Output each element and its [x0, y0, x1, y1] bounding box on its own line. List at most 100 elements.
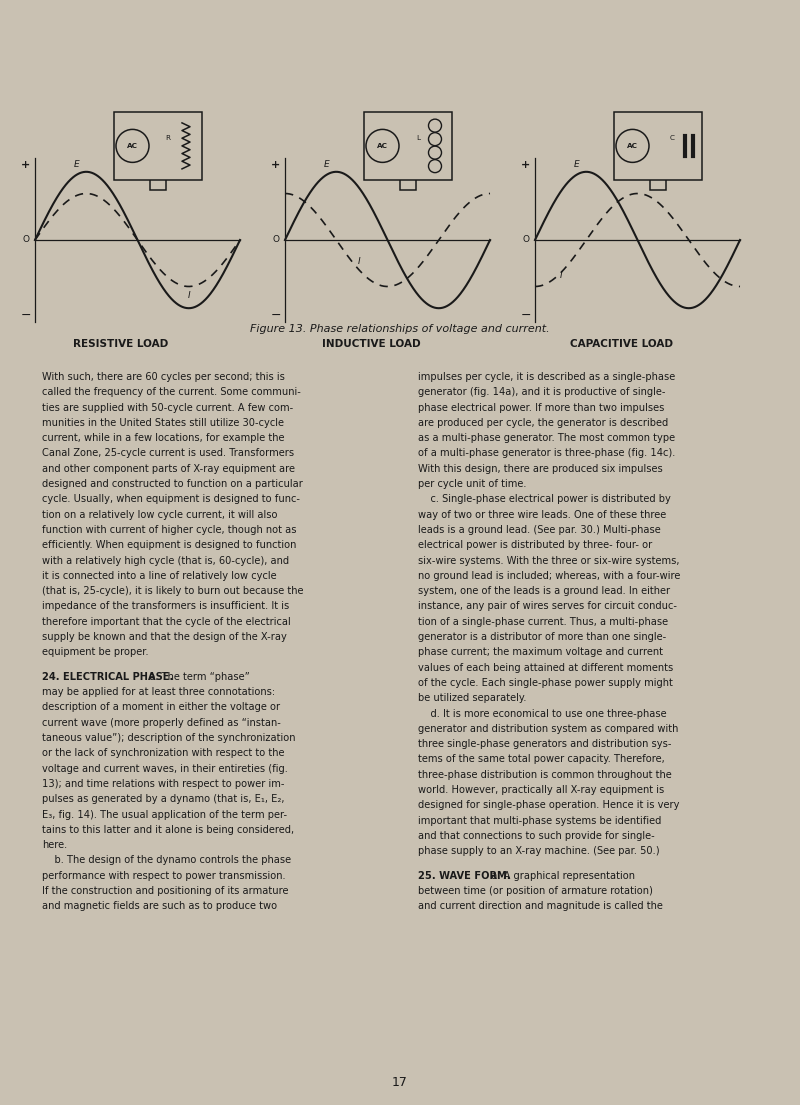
- Text: With such, there are 60 cycles per second; this is: With such, there are 60 cycles per secon…: [42, 372, 285, 382]
- Text: phase supply to an X-ray machine. (See par. 50.): phase supply to an X-ray machine. (See p…: [418, 846, 660, 856]
- Text: INDUCTIVE LOAD: INDUCTIVE LOAD: [322, 339, 421, 349]
- Text: phase current; the maximum voltage and current: phase current; the maximum voltage and c…: [418, 648, 663, 657]
- Text: +: +: [522, 160, 530, 170]
- Circle shape: [116, 129, 149, 162]
- Text: cycle. Usually, when equipment is designed to func-: cycle. Usually, when equipment is design…: [42, 494, 300, 504]
- Text: (that is, 25-cycle), it is likely to burn out because the: (that is, 25-cycle), it is likely to bur…: [42, 586, 303, 597]
- Text: E: E: [574, 160, 579, 169]
- Text: electrical power is distributed by three- four- or: electrical power is distributed by three…: [418, 540, 652, 550]
- Text: +: +: [22, 160, 30, 170]
- Text: −: −: [270, 308, 282, 322]
- Text: voltage and current waves, in their entireties (fig.: voltage and current waves, in their enti…: [42, 764, 288, 774]
- Text: supply be known and that the design of the X-ray: supply be known and that the design of t…: [42, 632, 287, 642]
- Text: If the construction and positioning of its armature: If the construction and positioning of i…: [42, 886, 289, 896]
- Text: of a multi-phase generator is three-phase (fig. 14c).: of a multi-phase generator is three-phas…: [418, 449, 675, 459]
- Text: a. A graphical representation: a. A graphical representation: [485, 871, 635, 881]
- Circle shape: [366, 129, 399, 162]
- Text: three-phase distribution is common throughout the: three-phase distribution is common throu…: [418, 770, 672, 780]
- Text: CAPACITIVE LOAD: CAPACITIVE LOAD: [570, 339, 673, 349]
- Text: E₃, fig. 14). The usual application of the term per-: E₃, fig. 14). The usual application of t…: [42, 810, 287, 820]
- Text: tems of the same total power capacity. Therefore,: tems of the same total power capacity. T…: [418, 755, 665, 765]
- Text: RESISTIVE LOAD: RESISTIVE LOAD: [74, 339, 169, 349]
- Text: as a multi-phase generator. The most common type: as a multi-phase generator. The most com…: [418, 433, 675, 443]
- Text: d. It is more economical to use one three-phase: d. It is more economical to use one thre…: [418, 708, 666, 718]
- Text: three single-phase generators and distribution sys-: three single-phase generators and distri…: [418, 739, 671, 749]
- Text: Figure 13. Phase relationships of voltage and current.: Figure 13. Phase relationships of voltag…: [250, 324, 550, 334]
- Text: I: I: [559, 271, 562, 281]
- Bar: [364, 112, 452, 180]
- Text: generator is a distributor of more than one single-: generator is a distributor of more than …: [418, 632, 666, 642]
- Text: I: I: [358, 256, 360, 265]
- Text: per cycle unit of time.: per cycle unit of time.: [418, 480, 526, 490]
- Text: between time (or position of armature rotation): between time (or position of armature ro…: [418, 886, 653, 896]
- Text: b. The design of the dynamo controls the phase: b. The design of the dynamo controls the…: [42, 855, 291, 865]
- Text: and other component parts of X-ray equipment are: and other component parts of X-ray equip…: [42, 464, 295, 474]
- Text: tion of a single-phase current. Thus, a multi-phase: tion of a single-phase current. Thus, a …: [418, 617, 668, 627]
- Text: six-wire systems. With the three or six-wire systems,: six-wire systems. With the three or six-…: [418, 556, 679, 566]
- Text: with a relatively high cycle (that is, 60-cycle), and: with a relatively high cycle (that is, 6…: [42, 556, 289, 566]
- Text: equipment be proper.: equipment be proper.: [42, 648, 149, 657]
- Text: may be applied for at least three connotations:: may be applied for at least three connot…: [42, 687, 275, 697]
- Text: tion on a relatively low cycle current, it will also: tion on a relatively low cycle current, …: [42, 509, 278, 519]
- Text: taneous value”); description of the synchronization: taneous value”); description of the sync…: [42, 733, 295, 743]
- Text: and magnetic fields are such as to produce two: and magnetic fields are such as to produ…: [42, 902, 277, 912]
- Text: O: O: [522, 235, 530, 244]
- Text: values of each being attained at different moments: values of each being attained at differe…: [418, 663, 674, 673]
- Text: AC: AC: [627, 143, 638, 149]
- Text: With this design, there are produced six impulses: With this design, there are produced six…: [418, 464, 662, 474]
- Text: Canal Zone, 25-cycle current is used. Transformers: Canal Zone, 25-cycle current is used. Tr…: [42, 449, 294, 459]
- Text: here.: here.: [42, 840, 67, 850]
- Text: important that multi-phase systems be identified: important that multi-phase systems be id…: [418, 815, 662, 825]
- Text: system, one of the leads is a ground lead. In either: system, one of the leads is a ground lea…: [418, 586, 670, 597]
- Text: world. However, practically all X-ray equipment is: world. However, practically all X-ray eq…: [418, 785, 664, 796]
- Text: c. Single-phase electrical power is distributed by: c. Single-phase electrical power is dist…: [418, 494, 671, 504]
- Text: −: −: [521, 308, 531, 322]
- Text: a. The term “phase”: a. The term “phase”: [142, 672, 250, 682]
- Text: 24. ELECTRICAL PHASE.: 24. ELECTRICAL PHASE.: [42, 672, 174, 682]
- Text: current, while in a few locations, for example the: current, while in a few locations, for e…: [42, 433, 285, 443]
- Text: AC: AC: [127, 143, 138, 149]
- Text: current wave (more properly defined as “instan-: current wave (more properly defined as “…: [42, 718, 281, 728]
- Text: AC: AC: [377, 143, 388, 149]
- Text: instance, any pair of wires serves for circuit conduc-: instance, any pair of wires serves for c…: [418, 601, 677, 611]
- Text: tains to this latter and it alone is being considered,: tains to this latter and it alone is bei…: [42, 824, 294, 835]
- Text: called the frequency of the current. Some communi-: called the frequency of the current. Som…: [42, 387, 301, 398]
- Text: generator and distribution system as compared with: generator and distribution system as com…: [418, 724, 678, 734]
- Text: C: C: [670, 135, 674, 140]
- Text: designed and constructed to function on a particular: designed and constructed to function on …: [42, 480, 303, 490]
- Text: of the cycle. Each single-phase power supply might: of the cycle. Each single-phase power su…: [418, 678, 673, 688]
- Text: impulses per cycle, it is described as a single-phase: impulses per cycle, it is described as a…: [418, 372, 675, 382]
- Text: impedance of the transformers is insufficient. It is: impedance of the transformers is insuffi…: [42, 601, 290, 611]
- Text: and current direction and magnitude is called the: and current direction and magnitude is c…: [418, 902, 663, 912]
- Text: performance with respect to power transmission.: performance with respect to power transm…: [42, 871, 286, 881]
- Text: pulses as generated by a dynamo (that is, E₁, E₂,: pulses as generated by a dynamo (that is…: [42, 794, 285, 804]
- Text: E: E: [323, 160, 330, 169]
- Text: 13); and time relations with respect to power im-: 13); and time relations with respect to …: [42, 779, 285, 789]
- Text: way of two or three wire leads. One of these three: way of two or three wire leads. One of t…: [418, 509, 666, 519]
- Text: +: +: [271, 160, 281, 170]
- Text: R: R: [166, 135, 170, 140]
- Text: be utilized separately.: be utilized separately.: [418, 693, 526, 703]
- Text: 17: 17: [392, 1076, 408, 1090]
- Bar: [614, 112, 702, 180]
- Text: E: E: [74, 160, 79, 169]
- Text: therefore important that the cycle of the electrical: therefore important that the cycle of th…: [42, 617, 290, 627]
- Text: leads is a ground lead. (See par. 30.) Multi-phase: leads is a ground lead. (See par. 30.) M…: [418, 525, 661, 535]
- Text: efficiently. When equipment is designed to function: efficiently. When equipment is designed …: [42, 540, 296, 550]
- Text: it is connected into a line of relatively low cycle: it is connected into a line of relativel…: [42, 571, 277, 581]
- Text: function with current of higher cycle, though not as: function with current of higher cycle, t…: [42, 525, 297, 535]
- Text: and that connections to such provide for single-: and that connections to such provide for…: [418, 831, 654, 841]
- Text: or the lack of synchronization with respect to the: or the lack of synchronization with resp…: [42, 748, 285, 758]
- Text: I: I: [187, 292, 190, 301]
- Circle shape: [616, 129, 649, 162]
- Text: phase electrical power. If more than two impulses: phase electrical power. If more than two…: [418, 402, 664, 412]
- Text: are produced per cycle, the generator is described: are produced per cycle, the generator is…: [418, 418, 668, 428]
- Text: O: O: [22, 235, 30, 244]
- Text: −: −: [21, 308, 31, 322]
- Text: munities in the United States still utilize 30-cycle: munities in the United States still util…: [42, 418, 284, 428]
- Text: 25. WAVE FORM.: 25. WAVE FORM.: [418, 871, 510, 881]
- Bar: [114, 112, 202, 180]
- Text: ties are supplied with 50-cycle current. A few com-: ties are supplied with 50-cycle current.…: [42, 402, 294, 412]
- Text: description of a moment in either the voltage or: description of a moment in either the vo…: [42, 703, 280, 713]
- Text: L: L: [416, 135, 420, 140]
